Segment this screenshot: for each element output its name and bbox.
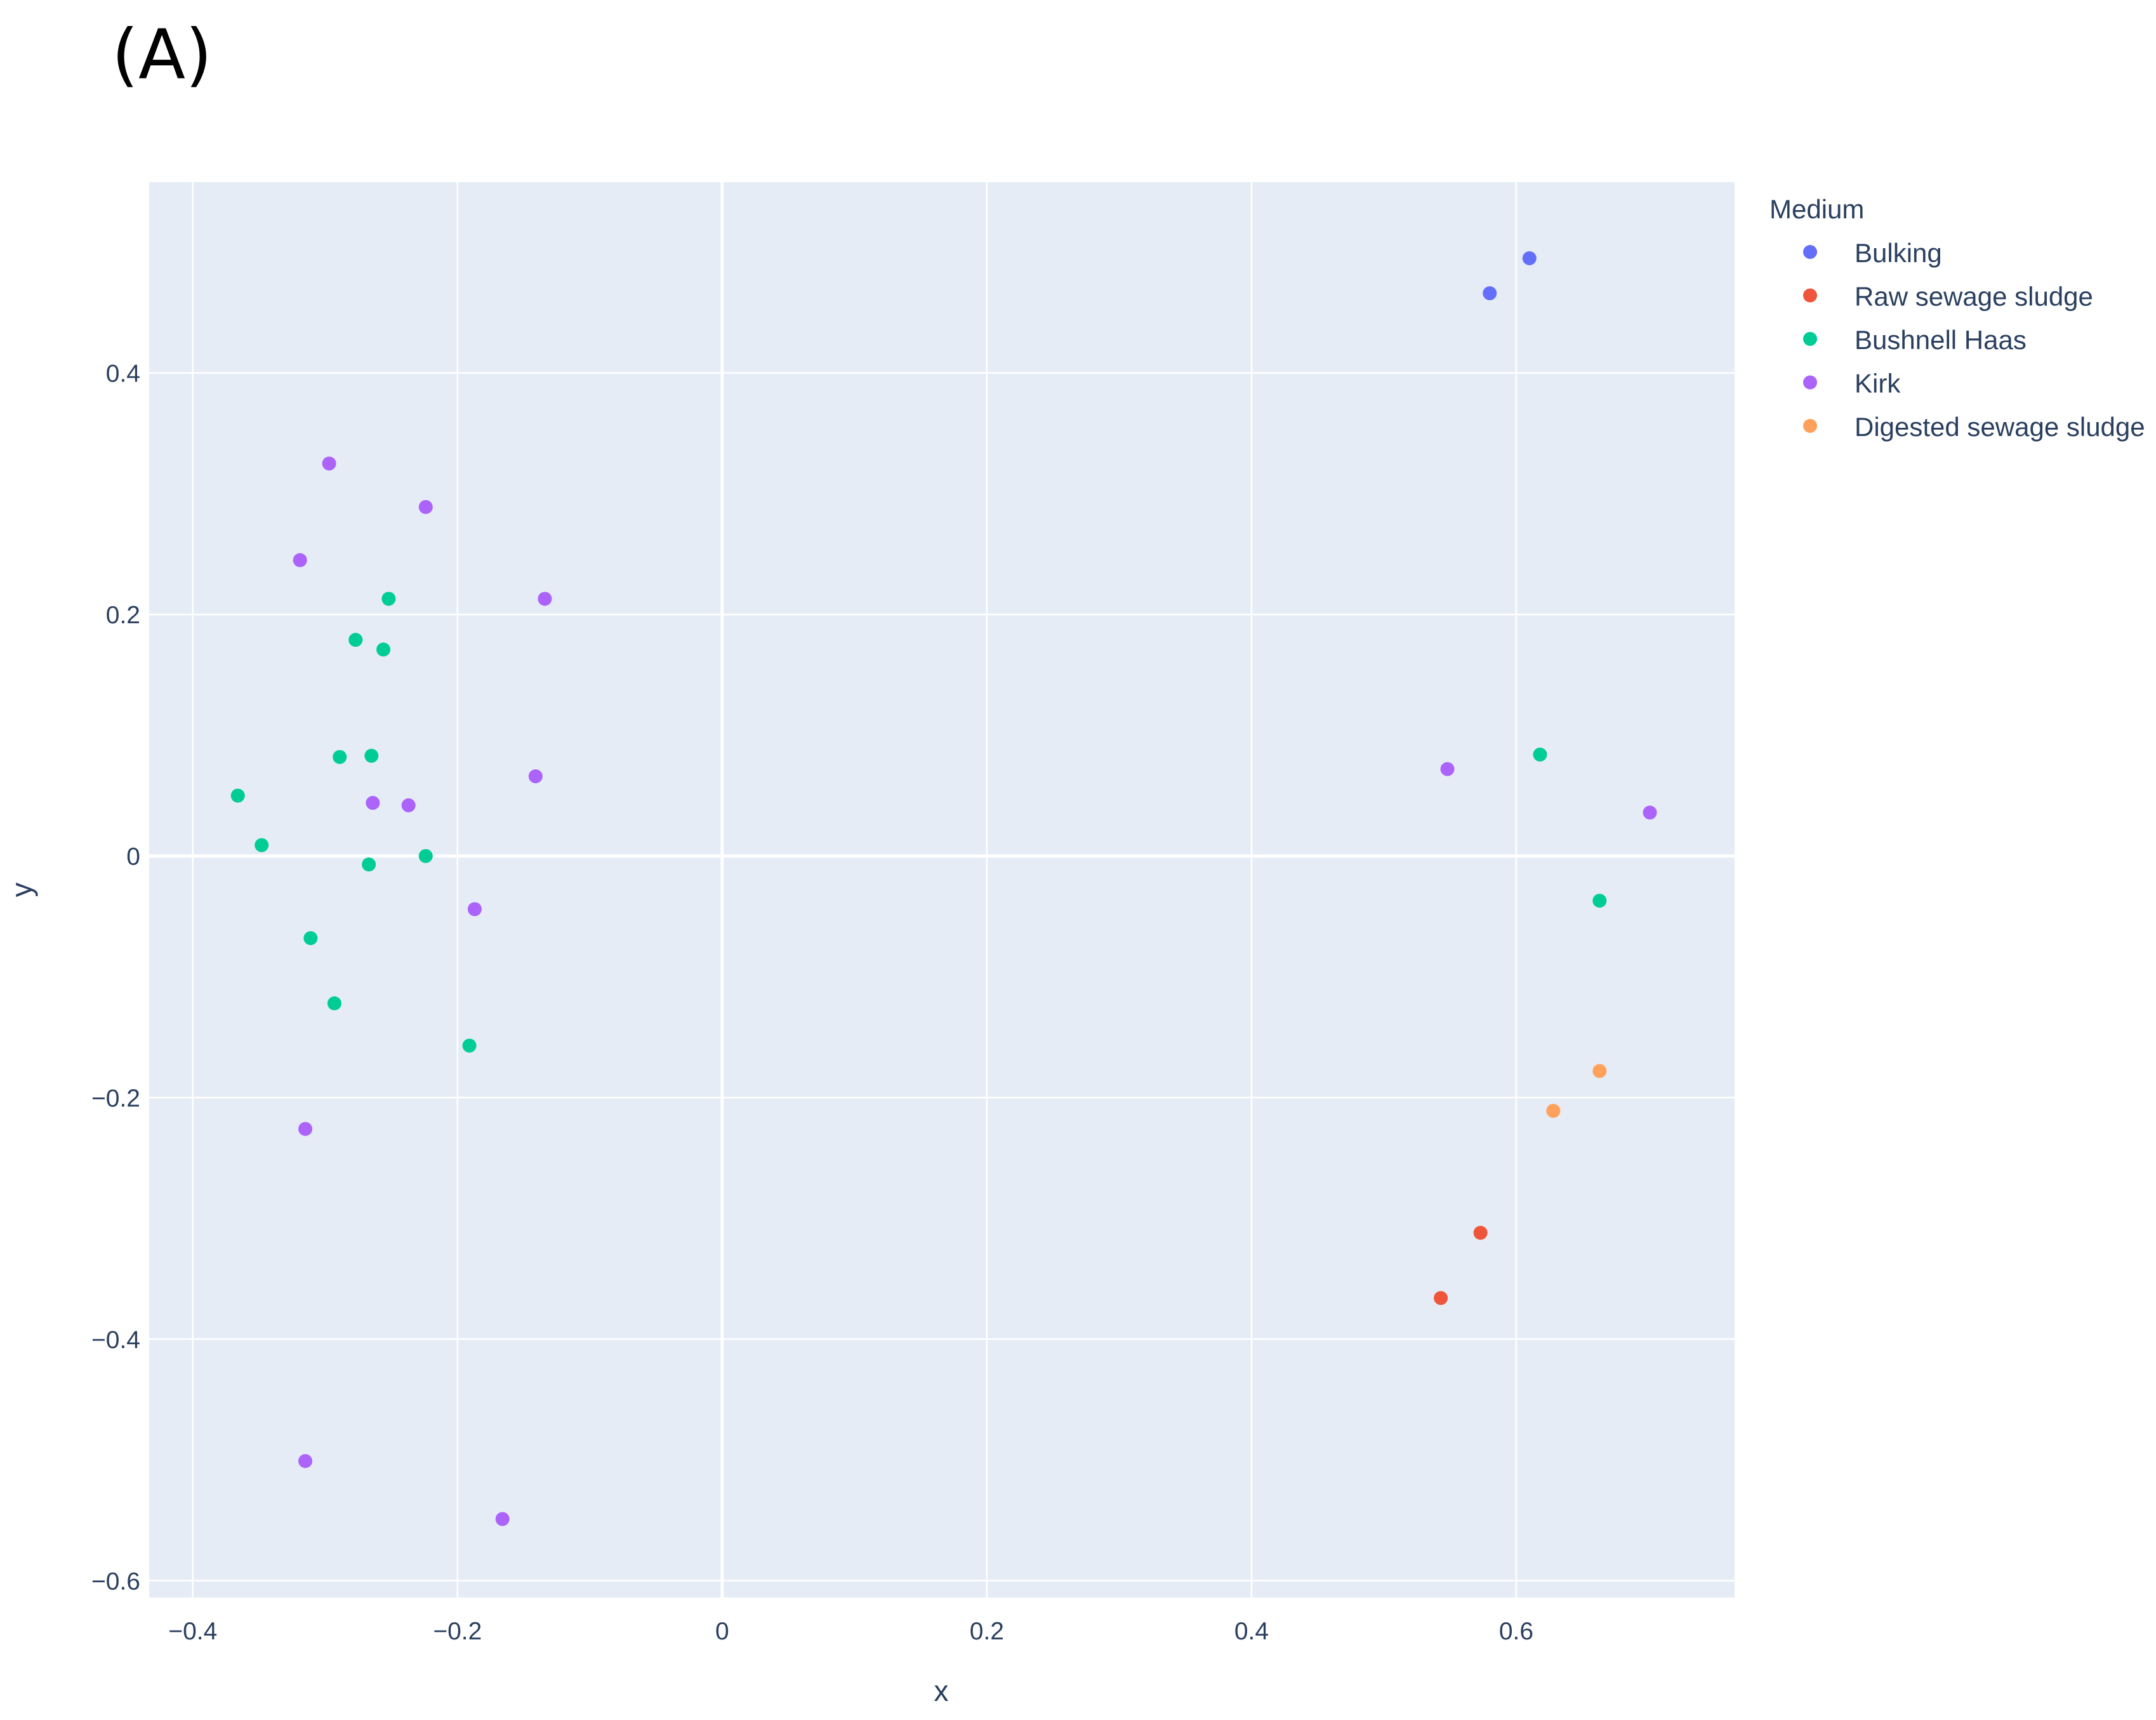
panel-label: (A)	[112, 15, 213, 95]
point-bushnell-haas	[303, 931, 318, 946]
plot-area	[149, 182, 1735, 1598]
point-kirk	[495, 1512, 510, 1526]
legend-marker-digested-sewage-sludge	[1803, 419, 1817, 433]
x-tick-label: −0.2	[433, 1618, 482, 1645]
point-kirk	[528, 769, 543, 784]
point-kirk	[467, 902, 482, 916]
point-kirk	[401, 798, 416, 812]
point-digested-sewage-sludge	[1592, 1064, 1607, 1078]
point-bulking	[1483, 286, 1497, 301]
x-tick-label: −0.4	[168, 1618, 217, 1645]
point-bushnell-haas	[230, 788, 245, 803]
point-kirk	[418, 499, 433, 514]
point-bushnell-haas	[1592, 894, 1607, 908]
point-kirk	[1643, 805, 1657, 820]
point-bushnell-haas	[255, 838, 269, 852]
legend-marker-raw-sewage-sludge	[1803, 288, 1817, 303]
point-bushnell-haas	[1533, 747, 1547, 762]
legend-title: Medium	[1769, 194, 1864, 224]
x-tick-label: 0.2	[970, 1618, 1004, 1645]
y-gridlines	[149, 372, 1735, 1582]
y-tick-label: 0	[126, 843, 140, 871]
point-bushnell-haas	[364, 748, 379, 763]
legend-label-raw-sewage-sludge: Raw sewage sludge	[1855, 282, 2093, 312]
point-kirk	[366, 796, 380, 810]
x-gridlines	[192, 182, 1518, 1598]
y-tick-label: −0.6	[91, 1568, 140, 1595]
point-bushnell-haas	[348, 633, 363, 647]
y-tick-labels: −0.6 −0.4 −0.2 0 0.2 0.4	[91, 361, 140, 1596]
point-kirk	[538, 592, 552, 606]
legend-label-bushnell-haas: Bushnell Haas	[1855, 325, 2027, 355]
point-kirk	[293, 553, 307, 567]
y-tick-label: −0.2	[91, 1085, 140, 1112]
x-tick-label: 0	[715, 1618, 729, 1645]
data-points	[230, 251, 1657, 1526]
point-bushnell-haas	[418, 849, 433, 863]
point-bushnell-haas	[376, 642, 391, 657]
x-tick-label: 0.6	[1499, 1618, 1533, 1645]
point-digested-sewage-sludge	[1546, 1104, 1561, 1118]
point-bushnell-haas	[462, 1038, 477, 1053]
point-raw-sewage-sludge	[1473, 1226, 1488, 1240]
legend-marker-bulking	[1803, 245, 1817, 259]
point-raw-sewage-sludge	[1434, 1291, 1448, 1306]
point-bushnell-haas	[362, 857, 376, 872]
legend-label-bulking: Bulking	[1855, 238, 1942, 268]
legend: Medium Bulking Raw sewage sludge Bushnell …	[1769, 194, 2145, 442]
point-bushnell-haas	[381, 592, 396, 606]
legend-marker-bushnell-haas	[1803, 332, 1817, 346]
legend-marker-kirk	[1803, 375, 1817, 390]
legend-label-kirk: Kirk	[1855, 369, 1901, 399]
legend-label-digested-sewage-sludge: Digested sewage sludge	[1855, 412, 2145, 442]
point-kirk	[298, 1121, 313, 1136]
x-tick-labels: −0.4 −0.2 0 0.2 0.4 0.6	[168, 1618, 1533, 1645]
x-tick-label: 0.4	[1234, 1618, 1269, 1645]
point-bulking	[1522, 251, 1537, 265]
y-tick-label: −0.4	[91, 1326, 140, 1354]
y-tick-label: 0.4	[106, 361, 140, 388]
point-kirk	[1440, 762, 1455, 776]
y-axis-title: y	[5, 883, 38, 897]
point-kirk	[322, 456, 336, 471]
point-bushnell-haas	[327, 996, 341, 1010]
x-axis-title: x	[934, 1674, 949, 1707]
point-bushnell-haas	[333, 750, 347, 764]
point-kirk	[298, 1453, 313, 1468]
y-tick-label: 0.2	[106, 602, 140, 629]
